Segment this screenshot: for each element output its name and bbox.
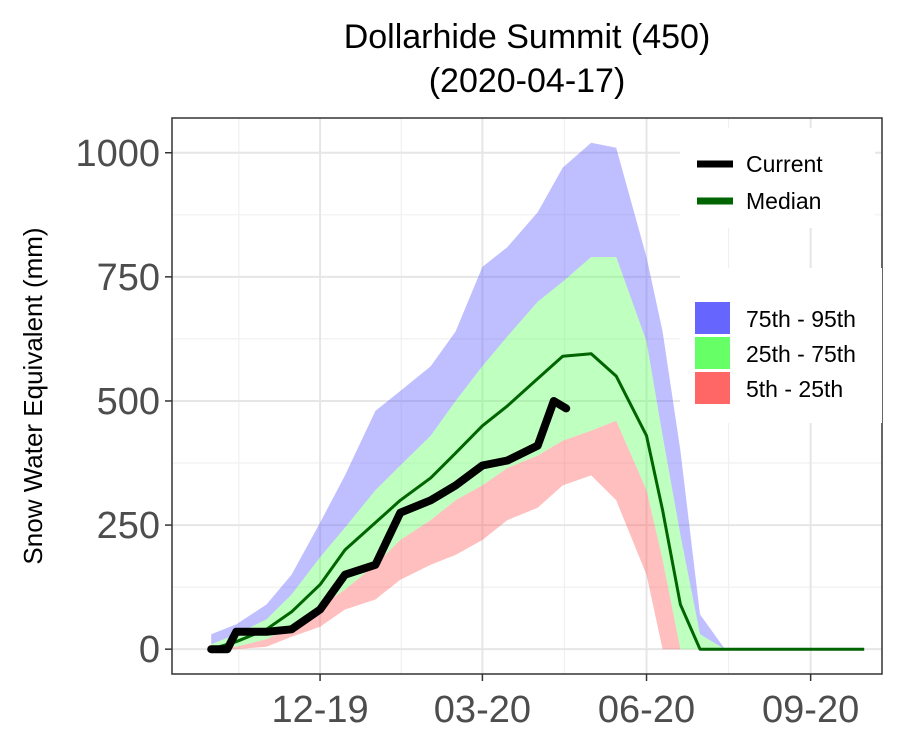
y-tick-label: 0 — [139, 629, 160, 671]
legend-lines-box — [680, 128, 875, 228]
current-line — [207, 397, 571, 654]
series-lines — [207, 352, 865, 654]
legend: Current Median 75th - 95th 25th - 75th 5th -… — [680, 128, 882, 423]
x-tick-label: 06-20 — [598, 689, 695, 731]
y-tick-label: 1000 — [75, 133, 160, 175]
legend-line-label: Current — [746, 151, 823, 177]
legend-band-swatch — [695, 372, 730, 404]
legend-band-label: 25th - 75th — [746, 341, 856, 367]
median-line — [210, 352, 865, 651]
x-axis-ticks: 12-19 03-20 06-20 09-20 — [271, 674, 859, 731]
legend-band-swatch — [695, 302, 730, 334]
y-tick-label: 750 — [97, 257, 160, 299]
band-75th-95th — [211, 142, 865, 650]
x-tick-label: 03-20 — [434, 689, 531, 731]
legend-band-swatch — [695, 337, 730, 369]
y-tick-label: 500 — [97, 381, 160, 423]
percentile-bands — [211, 142, 865, 650]
y-tick-label: 250 — [97, 505, 160, 547]
y-axis-ticks: 0 250 500 750 1000 — [75, 133, 172, 671]
band-25th-75th — [211, 257, 865, 650]
y-axis-label: Snow Water Equivalent (mm) — [18, 227, 48, 564]
x-tick-label: 09-20 — [762, 689, 859, 731]
legend-band-label: 75th - 95th — [746, 306, 856, 332]
legend-band-label: 5th - 25th — [746, 376, 843, 402]
chart-title: Dollarhide Summit (450) — [344, 18, 711, 56]
x-tick-label: 12-19 — [271, 689, 368, 731]
legend-line-label: Median — [746, 188, 821, 214]
chart-subtitle: (2020-04-17) — [429, 62, 626, 100]
band-5th-25th — [211, 420, 865, 650]
